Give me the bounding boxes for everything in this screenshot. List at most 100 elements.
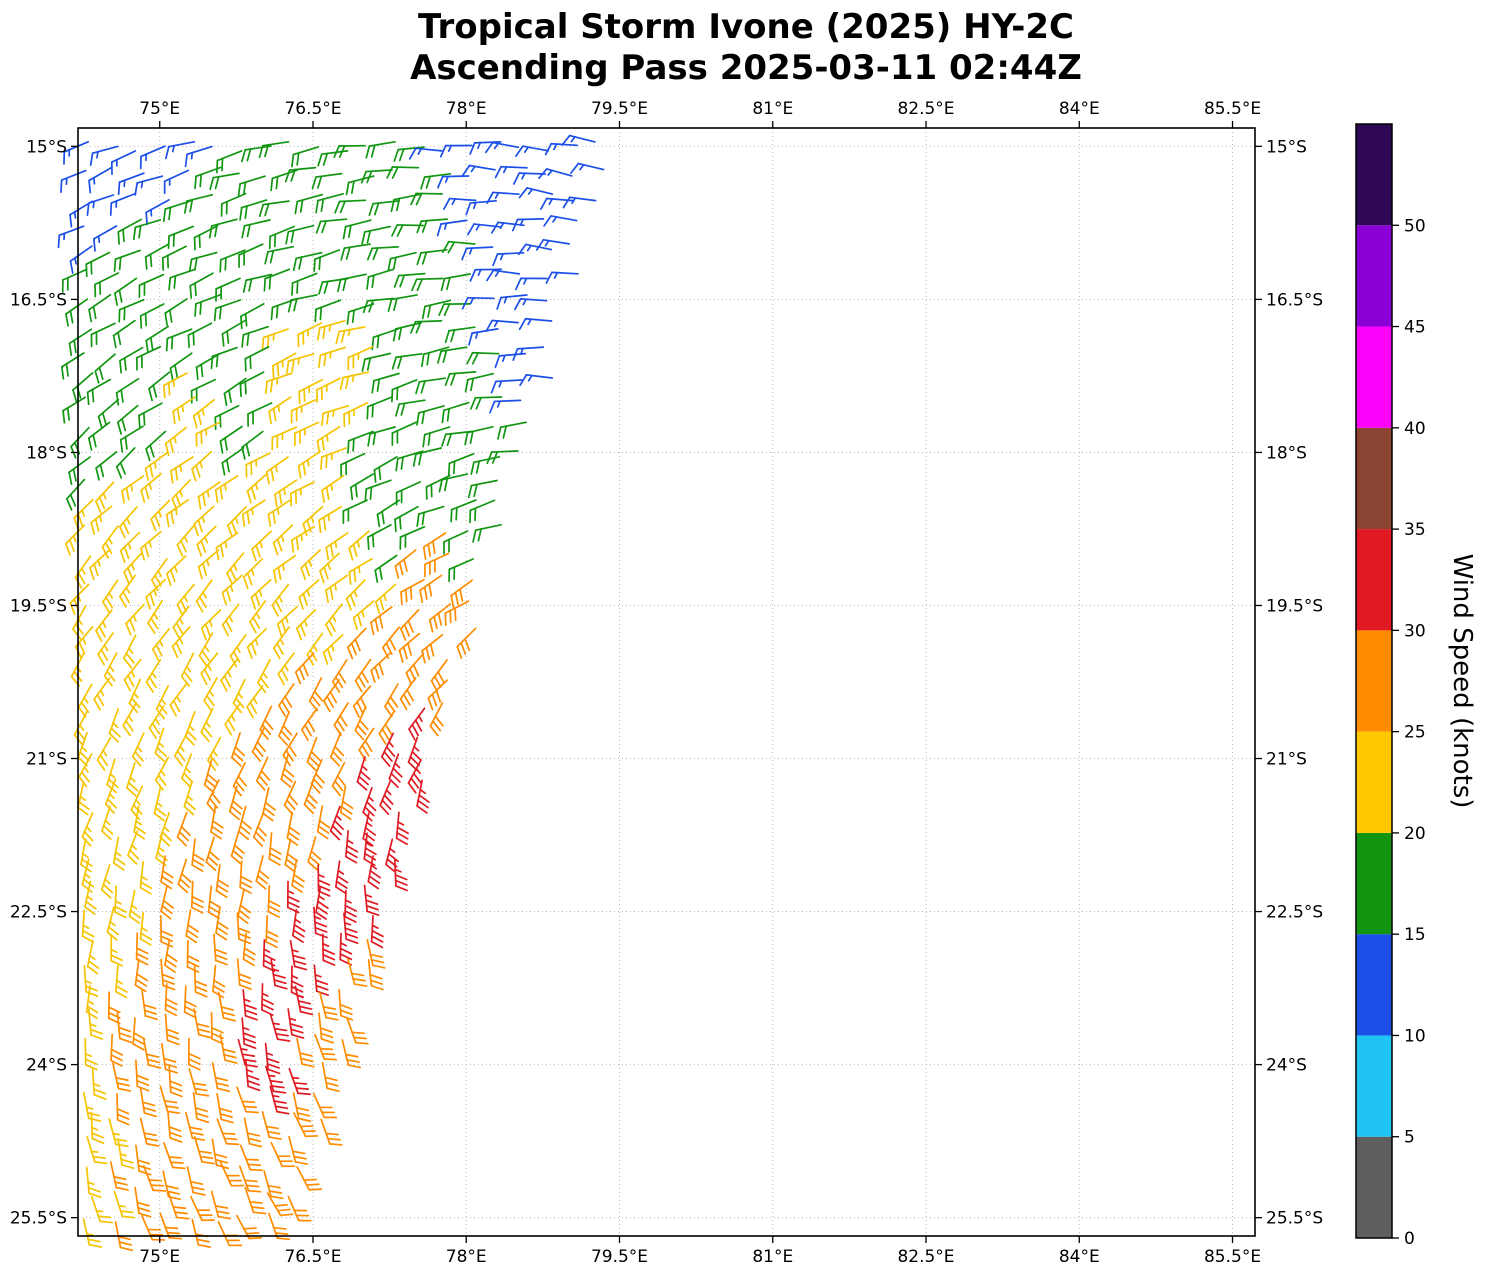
wind-barb (90, 322, 116, 348)
wind-barb (361, 352, 392, 372)
wind-barb (303, 779, 318, 814)
wind-barb (408, 147, 443, 160)
wind-barb (430, 659, 448, 693)
wind-barb (215, 906, 229, 941)
wind-barb (229, 634, 247, 668)
wind-barb (132, 1017, 146, 1051)
wind-barb (115, 964, 128, 999)
wind-barb (214, 475, 239, 503)
wind-barb (270, 169, 298, 192)
wind-barb (239, 371, 265, 398)
wind-barb (169, 683, 187, 717)
colorbar-band (1356, 832, 1392, 935)
wind-barb (89, 549, 111, 581)
wind-barb (68, 328, 93, 357)
wind-barb (331, 761, 346, 797)
wind-barb (209, 172, 240, 191)
wind-barb (421, 346, 450, 368)
wind-barb (83, 965, 99, 997)
wind-barb (317, 150, 349, 167)
wind-barb (219, 1033, 238, 1064)
colorbar-band (1356, 934, 1392, 1036)
wind-barb (264, 372, 293, 395)
wind-barb (214, 404, 240, 431)
wind-barb (387, 251, 417, 272)
wind-barb (284, 166, 317, 183)
wind-barb (197, 481, 221, 510)
wind-barb (90, 505, 113, 536)
wind-barb (195, 353, 220, 381)
wind-barb (123, 658, 142, 692)
wind-barb (242, 989, 258, 1021)
wind-barb (216, 1118, 240, 1146)
wind-barb (152, 628, 170, 661)
wind-barb (329, 731, 345, 767)
wind-barb (119, 531, 141, 564)
wind-barb (232, 762, 247, 797)
wind-barb (195, 579, 213, 613)
wind-barb (368, 200, 400, 216)
wind-barb (511, 218, 545, 232)
wind-barb (195, 421, 221, 447)
wind-barb (366, 246, 400, 261)
wind-barb (543, 215, 578, 227)
wind-barb (238, 1165, 262, 1193)
wind-barb (370, 652, 392, 683)
wind-barb (393, 859, 408, 892)
wind-barb (388, 753, 403, 788)
wind-barb (466, 351, 500, 365)
wind-barb (484, 141, 520, 154)
wind-barb (134, 1186, 152, 1218)
wind-barb (341, 1039, 362, 1069)
wind-barb (439, 144, 473, 158)
wind-barb (189, 272, 214, 299)
wind-barb (314, 299, 342, 323)
title-line2: Ascending Pass 2025-03-11 02:44Z (410, 48, 1082, 88)
wind-barb (165, 555, 187, 587)
wind-barb (167, 1191, 190, 1220)
wind-barb (139, 860, 153, 895)
wind-barb (219, 1161, 245, 1187)
wind-barb (272, 524, 294, 556)
wind-barb (82, 1091, 102, 1122)
wind-barb (213, 933, 228, 966)
wind-barb (112, 836, 126, 871)
wind-barb (191, 838, 205, 872)
wind-barb (183, 780, 196, 816)
wind-barb (486, 191, 520, 204)
colorbar-band (1356, 326, 1392, 428)
wind-barb (416, 218, 449, 234)
wind-barb (494, 165, 528, 179)
wind-barb (241, 219, 271, 239)
wind-barb (241, 325, 269, 348)
wind-barb (461, 296, 495, 310)
y-tick-label-left: 15°S (26, 137, 67, 157)
wind-barb (395, 399, 426, 417)
wind-barb (188, 1037, 201, 1071)
wind-barb (361, 225, 392, 245)
wind-barb (123, 552, 143, 584)
wind-barb (200, 652, 219, 686)
wind-barb (194, 293, 222, 317)
wind-barb (270, 958, 288, 990)
wind-barb (205, 836, 220, 871)
wind-barb (444, 600, 470, 627)
wind-barb (94, 272, 120, 298)
x-tick-label-bottom: 84°E (1059, 1247, 1100, 1264)
wind-barb (306, 736, 321, 772)
wind-barb (94, 353, 116, 384)
wind-barb (443, 197, 477, 211)
wind-barb (399, 525, 426, 551)
wind-barb (61, 268, 88, 293)
wind-barb (348, 558, 373, 585)
wind-barb (221, 603, 240, 637)
wind-barb (69, 245, 93, 274)
colorbar-band (1356, 225, 1392, 327)
wind-barb (334, 860, 349, 895)
wind-barb (285, 224, 315, 245)
wind-barb (118, 298, 145, 323)
wind-barb (269, 1085, 290, 1115)
wind-barb (421, 633, 444, 664)
wind-barb (101, 525, 119, 559)
wind-barb (325, 532, 349, 561)
